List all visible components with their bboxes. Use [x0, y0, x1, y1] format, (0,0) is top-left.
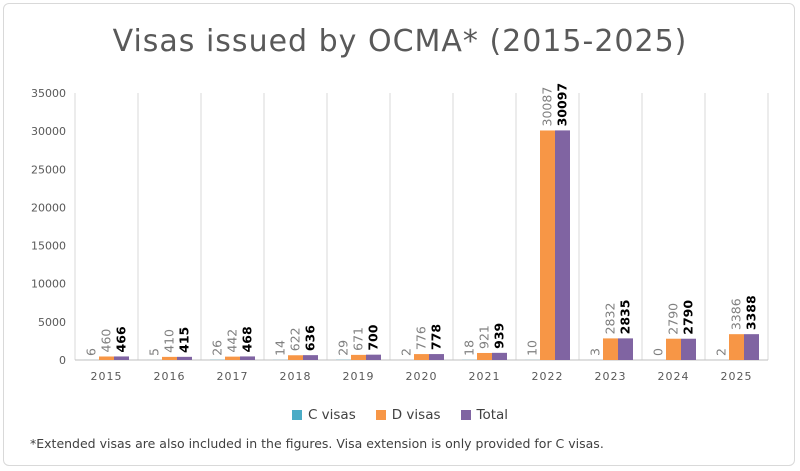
- data-label: 30097: [555, 83, 570, 127]
- y-tick-label: 20000: [31, 201, 66, 214]
- legend-swatch: [291, 410, 302, 420]
- bar: [240, 356, 255, 360]
- data-label: 26: [210, 340, 225, 356]
- data-label: 30087: [540, 87, 555, 127]
- x-tick-label: 2025: [721, 370, 753, 383]
- bar: [366, 354, 381, 360]
- y-tick-label: 10000: [31, 278, 66, 291]
- data-label: 3388: [744, 295, 759, 330]
- y-tick-label: 25000: [31, 163, 66, 176]
- data-label: 468: [240, 326, 255, 352]
- x-tick-label: 2022: [532, 370, 564, 383]
- bar: [603, 338, 618, 360]
- x-tick-label: 2021: [469, 370, 501, 383]
- data-label: 776: [414, 326, 429, 350]
- data-label: 410: [162, 329, 177, 353]
- data-label: 5: [147, 348, 162, 356]
- data-label: 14: [273, 340, 288, 356]
- data-label: 622: [288, 327, 303, 351]
- bar: [492, 352, 507, 360]
- chart-legend: C visas D visas Total: [0, 407, 800, 424]
- data-label: 3386: [729, 298, 744, 330]
- bar: [303, 355, 318, 360]
- bar: [288, 355, 303, 360]
- data-label: 921: [477, 325, 492, 349]
- bar: [177, 356, 192, 360]
- data-label: 466: [114, 326, 129, 352]
- data-label: 939: [492, 323, 507, 349]
- x-tick-label: 2020: [406, 370, 438, 383]
- y-tick-label: 0: [59, 354, 66, 367]
- legend-label: C visas: [307, 407, 356, 423]
- bar: [351, 354, 366, 360]
- bar: [666, 338, 681, 360]
- chart-footnote: *Extended visas are also included in the…: [30, 436, 604, 451]
- data-label: 6: [84, 348, 99, 356]
- data-label: 0: [651, 348, 666, 356]
- chart-frame: [3, 3, 795, 466]
- x-tick-label: 2018: [280, 370, 312, 383]
- y-tick-label: 30000: [31, 125, 66, 138]
- data-label: 2835: [618, 300, 633, 335]
- data-label: 415: [177, 327, 192, 353]
- legend-item: D visas: [375, 407, 441, 423]
- bar: [477, 352, 492, 360]
- bar: [225, 356, 240, 360]
- x-tick-label: 2016: [154, 370, 186, 383]
- data-label: 636: [303, 325, 318, 351]
- data-label: 671: [351, 327, 366, 351]
- legend-item: Total: [460, 407, 509, 423]
- legend-label: D visas: [391, 407, 441, 423]
- data-label: 2790: [681, 300, 696, 335]
- data-label: 2790: [666, 303, 681, 335]
- bar: [540, 130, 555, 360]
- x-tick-label: 2023: [595, 370, 627, 383]
- data-label: 29: [336, 340, 351, 356]
- data-label: 2: [399, 348, 414, 356]
- bar: [429, 354, 444, 360]
- data-label: 2832: [603, 303, 618, 335]
- data-label: 700: [366, 324, 381, 350]
- y-tick-label: 5000: [38, 316, 66, 329]
- x-tick-label: 2019: [343, 370, 375, 383]
- x-tick-label: 2024: [658, 370, 690, 383]
- bar: [618, 338, 633, 360]
- x-tick-label: 2017: [217, 370, 249, 383]
- bar: [162, 356, 177, 360]
- bar: [729, 334, 744, 360]
- data-label: 18: [462, 340, 477, 356]
- bar: [114, 356, 129, 360]
- x-tick-label: 2015: [91, 370, 123, 383]
- data-label: 2: [714, 348, 729, 356]
- data-label: 460: [99, 329, 114, 353]
- bar: [744, 334, 759, 360]
- data-label: 778: [429, 324, 444, 350]
- chart-title: Visas issued by OCMA* (2015-2025): [112, 24, 688, 59]
- bar: [555, 130, 570, 360]
- bar: [681, 338, 696, 360]
- legend-label: Total: [476, 407, 509, 423]
- y-tick-label: 15000: [31, 240, 66, 253]
- legend-swatch: [460, 410, 471, 420]
- data-label: 442: [225, 329, 240, 353]
- data-label: 3: [588, 348, 603, 356]
- data-label: 10: [525, 340, 540, 356]
- bar: [99, 356, 114, 360]
- bar: [414, 354, 429, 360]
- legend-swatch: [375, 410, 386, 420]
- y-tick-label: 35000: [31, 87, 66, 100]
- legend-item: C visas: [291, 407, 356, 423]
